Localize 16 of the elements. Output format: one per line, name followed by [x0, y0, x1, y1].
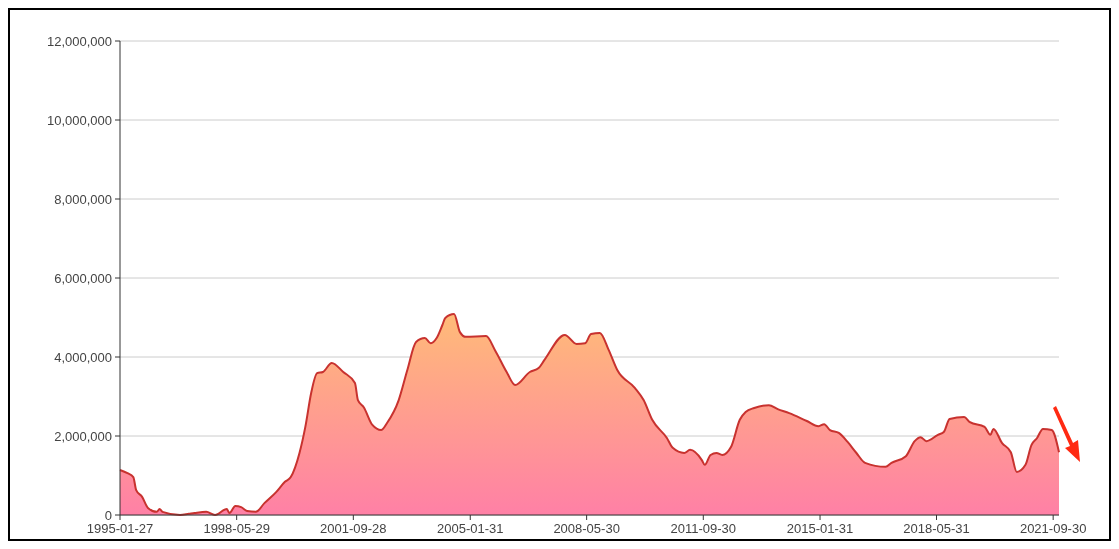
y-tick-label: 4,000,000	[54, 349, 112, 365]
x-tick-label: 2005-01-31	[437, 521, 504, 536]
x-tick-label: 1995-01-27	[86, 521, 154, 536]
y-tick-label: 10,000,000	[46, 112, 112, 128]
y-tick-label: 0	[104, 507, 112, 523]
y-tick-label: 8,000,000	[54, 191, 112, 207]
y-tick-label: 2,000,000	[54, 428, 112, 444]
y-tick-label: 12,000,000	[46, 33, 112, 49]
y-tick-label: 6,000,000	[54, 270, 112, 286]
x-tick-label: 2008-05-30	[553, 521, 620, 536]
x-tick-label: 2018-05-31	[903, 521, 970, 536]
x-tick-label: 2015-01-31	[786, 521, 854, 536]
x-tick-label: 2001-09-28	[320, 521, 387, 536]
x-tick-label: 2021-09-30	[1019, 521, 1087, 536]
x-tick-label: 2011-09-30	[670, 521, 737, 536]
x-tick-label: 1998-05-29	[203, 521, 270, 536]
